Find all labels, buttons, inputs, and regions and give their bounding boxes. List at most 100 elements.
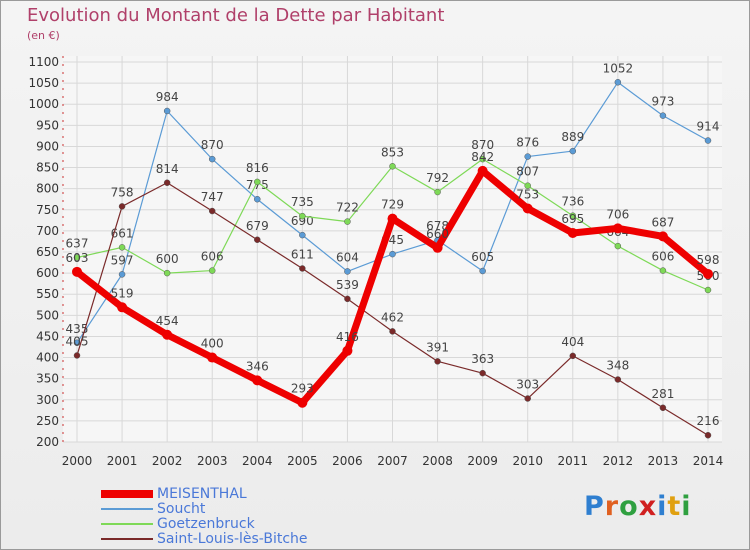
data-label: 792 — [426, 171, 449, 185]
data-point — [479, 369, 486, 377]
y-tick-label: 750 — [36, 203, 59, 217]
data-label: 758 — [111, 185, 134, 199]
data-label: 281 — [651, 387, 674, 401]
data-point — [524, 182, 531, 189]
data-point — [477, 165, 488, 176]
data-label: 293 — [291, 382, 314, 396]
data-point — [72, 266, 82, 277]
legend-label: MEISENTHAL — [157, 486, 247, 502]
legend-label: Goetzenbruck — [157, 516, 255, 532]
data-label: 816 — [246, 161, 269, 175]
data-point — [207, 352, 218, 363]
data-point — [117, 302, 128, 313]
data-label: 973 — [651, 95, 674, 109]
x-tick-label: 2005 — [287, 454, 318, 468]
data-point — [163, 107, 171, 115]
data-point — [612, 223, 623, 234]
data-label: 598 — [697, 253, 720, 267]
data-point — [73, 352, 81, 359]
data-label: 606 — [651, 250, 674, 264]
data-label: 604 — [336, 250, 359, 264]
data-label: 807 — [516, 165, 539, 179]
data-point — [254, 178, 261, 186]
y-tick-label: 700 — [36, 224, 59, 238]
data-label: 519 — [111, 286, 134, 300]
logo-letter: i — [657, 491, 668, 522]
data-label: 747 — [201, 190, 224, 204]
data-label: 637 — [66, 236, 89, 250]
data-label: 539 — [336, 278, 359, 292]
data-label: 216 — [697, 414, 720, 428]
data-point — [344, 295, 351, 303]
x-tick-label: 2004 — [242, 454, 273, 468]
x-tick-label: 2013 — [648, 454, 679, 468]
data-point — [704, 286, 712, 294]
x-tick-label: 2012 — [603, 454, 634, 468]
data-point — [208, 207, 216, 215]
y-tick-label: 1000 — [28, 97, 59, 111]
data-label: 687 — [651, 215, 674, 229]
data-label: 606 — [201, 250, 224, 264]
data-point — [297, 397, 308, 408]
legend-swatch — [101, 538, 153, 540]
data-point — [118, 271, 126, 278]
legend-swatch — [101, 490, 153, 498]
data-label: 303 — [516, 378, 539, 392]
x-tick-label: 2002 — [152, 454, 183, 468]
data-label: 346 — [246, 359, 269, 373]
y-tick-label: 550 — [36, 287, 59, 301]
data-label: 661 — [111, 226, 134, 240]
y-tick-label: 950 — [36, 118, 59, 132]
y-tick-label: 200 — [36, 435, 59, 449]
y-tick-label: 1050 — [28, 76, 59, 90]
y-tick-label: 600 — [36, 266, 59, 280]
data-label: 870 — [201, 138, 224, 152]
data-point — [162, 329, 173, 340]
data-point — [299, 265, 306, 272]
data-label: 722 — [336, 201, 359, 215]
y-tick-label: 900 — [36, 139, 59, 153]
data-label: 600 — [156, 252, 179, 266]
data-label: 690 — [291, 214, 314, 228]
x-tick-label: 2014 — [693, 454, 724, 468]
data-label: 660 — [426, 227, 449, 241]
data-label: 1052 — [603, 61, 634, 75]
data-point — [522, 203, 533, 214]
x-tick-label: 2010 — [512, 454, 543, 468]
data-point — [614, 242, 622, 250]
data-label: 729 — [381, 198, 404, 212]
logo-letter: i — [681, 491, 692, 522]
data-label: 814 — [156, 162, 179, 176]
data-point — [252, 375, 263, 386]
x-tick-label: 2000 — [62, 454, 93, 468]
chart-title: Evolution du Montant de la Dette par Hab… — [27, 5, 445, 26]
data-point — [163, 179, 171, 187]
data-point — [479, 155, 486, 163]
logo-letter: x — [638, 491, 658, 522]
logo-letter: t — [667, 491, 682, 522]
data-point — [342, 345, 353, 356]
data-label: 404 — [561, 335, 584, 349]
chart-unit-label: (en €) — [27, 29, 60, 42]
data-label: 735 — [291, 195, 314, 209]
data-label: 416 — [336, 330, 359, 344]
data-label: 984 — [156, 90, 179, 104]
data-point — [434, 358, 441, 365]
data-point — [434, 188, 441, 196]
data-point — [389, 163, 396, 170]
logo-letter: P — [584, 491, 605, 522]
y-tick-label: 850 — [36, 161, 59, 175]
data-point — [299, 231, 306, 239]
data-point — [704, 137, 712, 144]
logo-letter: o — [619, 491, 639, 522]
legend-swatch — [101, 523, 153, 525]
y-tick-label: 300 — [36, 393, 59, 407]
x-tick-label: 2011 — [558, 454, 589, 468]
data-label: 605 — [471, 250, 494, 264]
data-point — [657, 231, 668, 242]
data-label: 603 — [66, 251, 89, 265]
y-tick-label: 350 — [36, 372, 59, 386]
data-point — [73, 254, 81, 261]
